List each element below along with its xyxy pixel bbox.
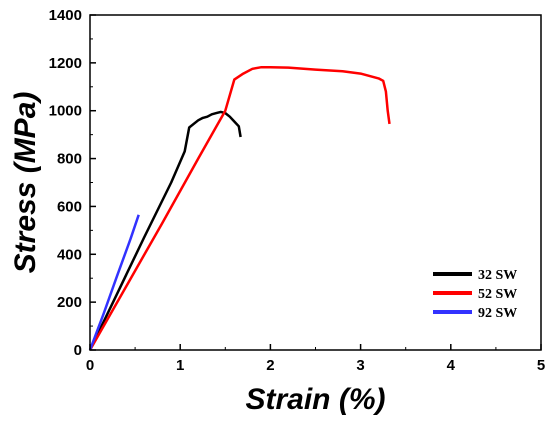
x-tick-label: 2: [266, 357, 274, 374]
series-line-3: [88, 214, 140, 351]
y-tick-label: 400: [57, 246, 82, 263]
legend-label: 92 SW: [478, 306, 517, 321]
legend-label: 52 SW: [478, 287, 517, 302]
series-line-1: [88, 110, 242, 351]
ticks-layer: 0 1 2 3 4 5 0 200 400 600 800 1000 1200 1400: [49, 7, 546, 374]
x-tick-label: 3: [356, 357, 364, 374]
y-tick-label: 800: [57, 151, 82, 168]
y-tick-label: 200: [57, 294, 82, 311]
series-line-2: [88, 65, 391, 351]
y-tick-label: 600: [57, 198, 82, 215]
y-tick-label: 0: [74, 342, 82, 359]
legend-label: 32 SW: [478, 268, 517, 283]
y-tick-label: 1200: [49, 55, 82, 72]
x-tick-label: 5: [537, 357, 545, 374]
x-tick-label: 1: [176, 357, 184, 374]
x-tick-label: 0: [86, 357, 94, 374]
x-tick-label: 4: [447, 357, 456, 374]
legend: 32 SW 52 SW 92 SW: [433, 268, 517, 321]
y-tick-label: 1400: [49, 7, 82, 24]
y-tick-label: 1000: [49, 103, 82, 120]
y-axis-title: Stress (MPa): [9, 92, 42, 274]
plot-frame: [89, 14, 542, 351]
series-layer: [88, 65, 391, 351]
x-axis-title: Strain (%): [245, 383, 385, 416]
